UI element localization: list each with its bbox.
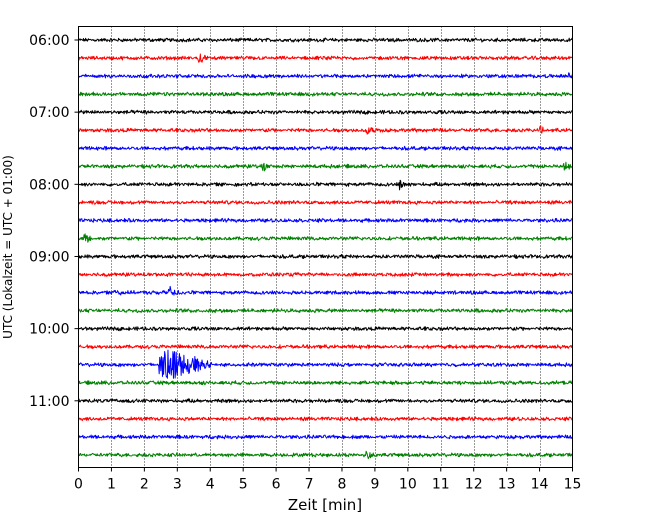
trace-1100 xyxy=(78,398,573,404)
trace-1130 xyxy=(78,434,573,440)
trace-0600 xyxy=(78,37,573,43)
y-tick-label: 10:00 xyxy=(29,322,69,338)
y-axis: 06:00 07:00 08:00 09:00 10:00 11:00 xyxy=(29,33,79,410)
x-tick-label: 2 xyxy=(140,477,149,493)
y-axis-label: UTC (Lokalzeit = UTC + 01:00) xyxy=(1,155,15,339)
trace-0930 xyxy=(78,285,573,296)
trace-0745 xyxy=(78,161,573,172)
x-tick-label: 10 xyxy=(399,477,417,493)
trace-0945 xyxy=(78,308,573,314)
trace-0800 xyxy=(78,179,573,191)
x-tick-label: 3 xyxy=(173,477,182,493)
y-tick-label: 06:00 xyxy=(29,33,69,49)
seismogram-traces xyxy=(78,37,573,460)
trace-1145 xyxy=(78,450,573,460)
trace-1015 xyxy=(78,344,573,350)
trace-1115 xyxy=(78,416,573,422)
x-tick-label: 7 xyxy=(305,477,314,493)
trace-1045 xyxy=(78,380,573,386)
y-tick-label: 07:00 xyxy=(29,105,69,121)
x-tick-label: 15 xyxy=(564,477,582,493)
trace-0700 xyxy=(78,109,573,115)
trace-0645 xyxy=(78,91,573,97)
trace-0615 xyxy=(78,53,573,63)
x-tick-label: 11 xyxy=(432,477,450,493)
x-axis-label: Zeit [min] xyxy=(288,496,362,514)
x-tick-label: 6 xyxy=(272,477,281,493)
x-tick-label: 14 xyxy=(531,477,549,493)
x-tick-label: 8 xyxy=(338,477,347,493)
x-tick-label: 1 xyxy=(107,477,116,493)
trace-0730 xyxy=(78,145,573,151)
trace-1030 xyxy=(78,349,573,379)
x-tick-label: 0 xyxy=(74,477,83,493)
y-tick-label: 11:00 xyxy=(29,394,69,410)
trace-1000 xyxy=(78,326,573,332)
trace-0715 xyxy=(78,125,573,135)
x-axis: 0 1 2 3 4 5 6 7 8 9 10 11 12 13 14 15 xyxy=(74,467,582,493)
trace-0915 xyxy=(78,272,573,277)
trace-0630 xyxy=(78,72,573,79)
trace-0830 xyxy=(78,217,573,223)
x-tick-label: 9 xyxy=(370,477,379,493)
trace-0845 xyxy=(78,233,573,243)
x-tick-label: 5 xyxy=(239,477,248,493)
x-tick-label: 13 xyxy=(498,477,516,493)
plot-frame xyxy=(78,26,573,468)
x-tick-label: 4 xyxy=(206,477,215,493)
y-tick-label: 08:00 xyxy=(29,177,69,193)
trace-0815 xyxy=(78,199,573,205)
x-tick-label: 12 xyxy=(465,477,483,493)
trace-0900 xyxy=(78,253,573,260)
y-tick-label: 09:00 xyxy=(29,249,69,265)
